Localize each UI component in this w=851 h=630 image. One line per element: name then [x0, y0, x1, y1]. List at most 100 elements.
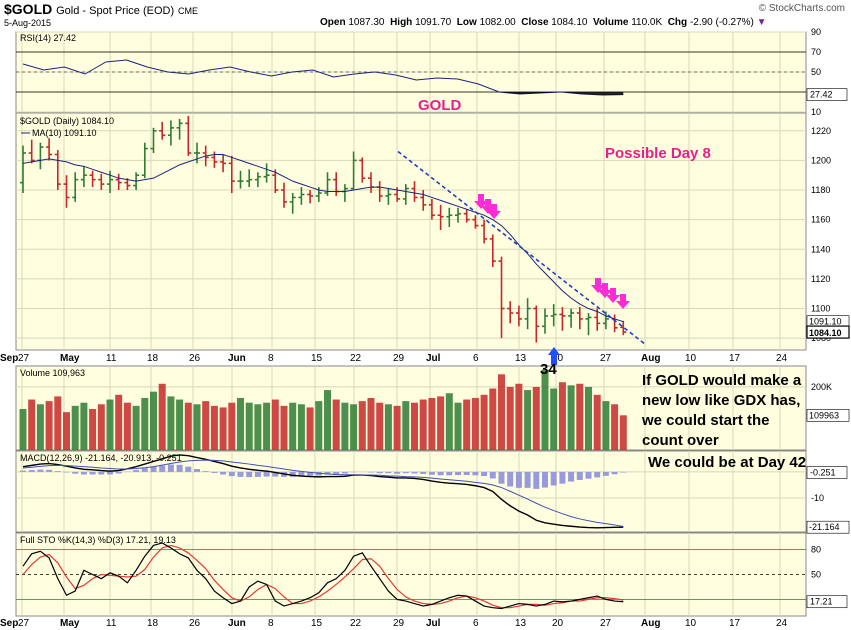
high-value: 1091.70: [415, 17, 452, 28]
volume-bar-20: [193, 404, 201, 450]
volume-bar-45: [411, 402, 418, 450]
macd-hist-8: [89, 471, 96, 475]
volume-bar-34: [315, 401, 323, 450]
volume-bar-39: [358, 401, 366, 450]
x-label-bottom-5: Jun: [228, 618, 246, 629]
macd-hist-21: [202, 471, 209, 472]
sto-panel: [15, 532, 807, 617]
macd-hist-29: [272, 471, 279, 477]
volume-bar-28: [263, 402, 271, 450]
volume-bar-50: [454, 402, 462, 450]
macd-hist-0: [20, 470, 26, 472]
sto-k-line: [22, 542, 624, 610]
volume-last-box: [806, 409, 850, 422]
macd-hist-67: [602, 471, 609, 476]
macd-last-label: -21.164: [809, 522, 840, 532]
x-label-5: Jun: [228, 353, 246, 364]
x-label-bottom-10: Jul: [426, 618, 441, 629]
volume-bar-57: [515, 383, 523, 450]
macd-hist-43: [394, 471, 401, 474]
macd-hist-36: [333, 471, 340, 474]
macd-hist-7: [80, 471, 87, 475]
rsi-tick-label: 10: [811, 107, 821, 117]
volume-bar-31: [289, 402, 297, 450]
volume-bar-68: [611, 404, 619, 450]
macd-hist-32: [298, 471, 305, 477]
new-low-annotation: If GOLD would make a new low like GDX ha…: [642, 372, 802, 449]
ma-legend: MA(10) 1091.10: [32, 128, 97, 138]
macd-hist-49: [446, 471, 453, 476]
macd-hist-19: [185, 466, 192, 472]
price-tick-label: 1180: [811, 185, 830, 195]
macd-hist-17: [167, 464, 174, 472]
sto-legend: Full STO %K(14,3) %D(3) 17.21, 19.13: [20, 535, 176, 545]
volume-bar-41: [376, 402, 384, 450]
volume-bar-67: [602, 401, 610, 450]
x-label-bottom-14: 27: [600, 618, 612, 629]
volume-bar-38: [350, 404, 358, 450]
macd-hist-52: [472, 471, 479, 476]
macd-hist-16: [159, 465, 166, 472]
macd-panel: [15, 450, 807, 533]
volume-bar-55: [498, 374, 505, 450]
price-tick-label: 1160: [811, 215, 830, 225]
macd-hist-54: [489, 471, 496, 479]
macd-hist-45: [411, 471, 418, 474]
x-label-14: 27: [600, 353, 612, 364]
volume-bar-11: [115, 394, 123, 450]
macd-hist-42: [385, 471, 392, 474]
volume-bar-44: [402, 401, 410, 450]
volume-bar-18: [176, 399, 184, 450]
volume-bar-27: [254, 404, 262, 450]
macd-hist-33: [307, 471, 314, 477]
ma-line: [22, 153, 624, 323]
volume-bar-30: [280, 405, 288, 450]
volume-tick-label: 200K: [811, 382, 832, 392]
volume-bar-25: [237, 397, 244, 450]
volume-bar-60: [541, 369, 549, 450]
macd-hist-48: [437, 471, 444, 476]
x-label-17: 17: [729, 353, 741, 364]
pink-arrow: [487, 204, 501, 219]
volume-bar-35: [324, 390, 331, 450]
ma-last-label: 1091.10: [809, 317, 842, 327]
macd-legend: MACD(12,26,9) -21.164, -20.913, -0.251: [20, 453, 182, 463]
macd-hist-2: [37, 469, 44, 472]
x-label-bottom-2: 11: [106, 618, 117, 629]
macd-hist-60: [542, 471, 548, 488]
macd-line: [22, 454, 624, 529]
volume-bar-19: [184, 402, 192, 450]
x-label-bottom-19: Sep: [0, 618, 18, 629]
macd-hist-34: [315, 471, 322, 476]
volume-bar-2: [36, 404, 44, 450]
macd-hist-18: [176, 464, 183, 472]
x-label-18: 24: [776, 353, 788, 364]
x-label-11: 6: [473, 353, 479, 364]
volume-bar-64: [576, 383, 584, 450]
macd-hist-50: [455, 471, 461, 476]
volume-bar-21: [202, 401, 210, 450]
count-34-label: 34: [540, 361, 557, 378]
macd-hist-22: [211, 471, 218, 473]
pink-arrow: [598, 283, 612, 298]
volume-bar-40: [367, 397, 375, 450]
x-label-bottom-11: 6: [473, 618, 479, 629]
symbol-title: $GOLD Gold - Spot Price (EOD) CME: [4, 1, 198, 17]
x-label-bottom-7: 15: [311, 618, 323, 629]
macd-hist-69: [620, 471, 627, 473]
volume-bar-43: [393, 405, 401, 450]
description: Gold - Spot Price (EOD): [56, 5, 175, 17]
rsi-tick-label: 90: [811, 27, 821, 37]
macd-hist-66: [594, 471, 601, 478]
macd-hist-58: [524, 471, 531, 488]
volume-bar-26: [245, 402, 253, 450]
volume-bar-56: [506, 386, 514, 450]
macd-hist-51: [463, 471, 470, 476]
macd-hist-59: [533, 471, 540, 489]
x-label-13: 20: [552, 353, 564, 364]
macd-hist-last-box: [806, 466, 848, 479]
rsi-last-box: [806, 88, 848, 101]
macd-hist-61: [550, 471, 557, 486]
x-label-bottom-16: 10: [685, 618, 697, 629]
